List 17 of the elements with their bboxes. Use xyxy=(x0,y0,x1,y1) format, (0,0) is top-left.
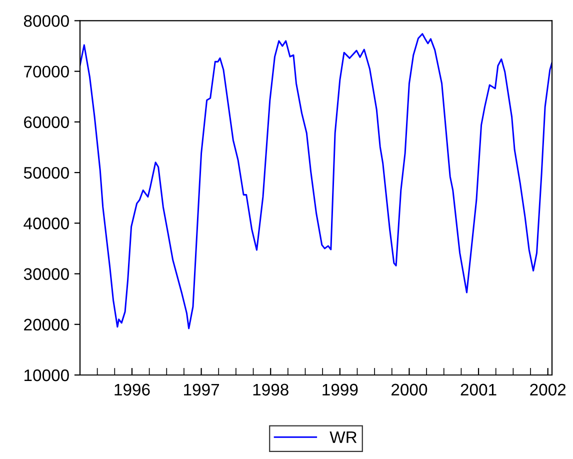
x-tick-label: 2001 xyxy=(460,384,496,396)
line-series xyxy=(80,33,552,330)
x-tick-label: 2002 xyxy=(530,384,566,396)
y-tick-label: 40000 xyxy=(24,218,69,230)
x-tick-label: 1999 xyxy=(322,384,358,396)
legend-label: WR xyxy=(330,431,357,443)
x-tick-label: 2000 xyxy=(392,384,428,396)
y-tick-label: 20000 xyxy=(24,318,69,331)
y-tick-label: 70000 xyxy=(24,66,69,78)
y-tick-label: 10000 xyxy=(24,369,69,382)
x-tick-label: 1998 xyxy=(253,384,288,396)
x-tick-label: 1997 xyxy=(184,384,219,396)
y-tick-label: 60000 xyxy=(24,116,69,128)
y-tick-label: 80000 xyxy=(24,15,69,27)
y-tick-label: 30000 xyxy=(24,268,69,280)
y-tick-label: 50000 xyxy=(24,166,69,179)
x-tick-label: 1996 xyxy=(114,384,150,396)
